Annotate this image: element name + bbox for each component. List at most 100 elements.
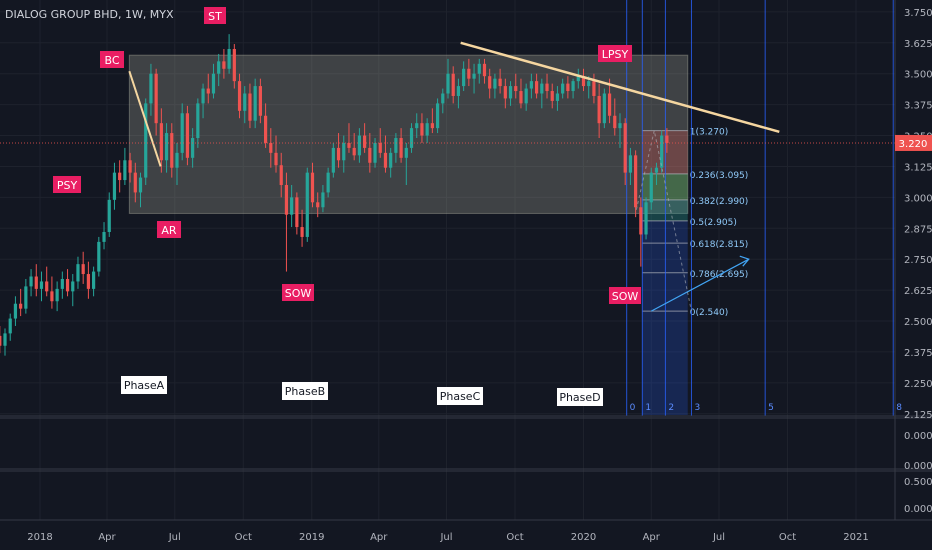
candle-body [665,135,669,143]
candle-body [60,278,64,289]
pane3-tick-mid: 0.500 [904,477,932,488]
candle-body [561,83,565,94]
candle-body [201,88,205,104]
time-tick-label: Jul [439,532,452,543]
candle-body [170,133,174,168]
candle-body [660,135,664,168]
time-tick-label: Apr [370,532,388,543]
candle-body [149,73,153,104]
candle-body [488,76,492,89]
price-tick-label: 3.000 [904,193,932,204]
candle-body [415,123,419,129]
price-axis[interactable]: 3.7503.6253.5003.3753.2503.1253.0002.875… [904,8,932,421]
candle-body [232,48,236,82]
candle-body [639,207,643,235]
phase-a-bg [121,376,167,394]
candle-body [368,147,372,163]
projection-dashed-path [635,130,692,312]
phase-a[interactable]: PhaseA [121,376,167,394]
phase-b-bg [282,382,328,400]
trendline-layer [128,41,780,312]
candle-body [39,281,44,289]
time-tick-label: Apr [643,532,661,543]
candle-body [217,61,221,74]
candle-body [118,172,122,181]
label-st[interactable]: ST [204,7,226,24]
fib-time-label: 1 [645,403,651,413]
phase-d-text: PhaseD [559,391,600,404]
candle-body [394,138,398,153]
candle-body [644,202,648,235]
phase-c[interactable]: PhaseC [437,387,483,405]
price-tick-label: 3.750 [904,8,932,19]
candle-body [237,81,242,111]
pane3-tick-bottom: 0.000 [904,504,932,515]
candle-body [357,135,362,156]
candle-body [498,78,502,87]
price-tick-label: 2.375 [904,348,932,359]
candle-body [191,138,195,158]
candle-body [154,73,158,124]
candle-body [628,155,633,173]
candle-body [133,172,137,193]
candle-body [404,147,408,158]
candle-body [316,202,320,208]
price-tick-label: 2.875 [904,224,932,235]
candle-body [587,81,591,87]
candle-body [164,133,169,161]
candle-body [284,185,289,215]
candle-body [503,86,507,99]
price-tick-label: 3.625 [904,39,932,50]
symbol-title: DIALOG GROUP BHD, 1W, MYX [5,8,174,21]
candle-body [300,227,304,237]
label-sow-2[interactable]: SOW [609,287,641,304]
phase-b-text: PhaseB [285,385,325,398]
time-axis[interactable]: 2018 Apr Jul Oct 2019 Apr Jul Oct 2020 Apr Jul Oct 2… [27,532,868,543]
time-tick-label: Apr [98,532,116,543]
candle-body [602,93,606,124]
candle-body [623,123,627,173]
candle-body [409,128,414,148]
time-tick-label: 2018 [27,532,52,543]
candle-body [430,123,434,129]
candle-body [378,142,382,153]
label-psy-bg [53,176,81,193]
current-price-tag-bg [895,134,932,151]
label-psy[interactable]: PSY [53,176,81,193]
phase-c-text: PhaseC [440,390,481,403]
time-tick-label: 2019 [299,532,324,543]
candle-body [336,147,341,161]
candle-body [571,81,575,92]
candle-body [29,276,33,287]
candle-body [243,93,247,111]
candle-body [24,286,28,309]
candle-body [258,86,262,116]
label-bc[interactable]: BC [100,51,124,68]
candle-body [50,291,54,302]
label-sow-1-bg [282,284,314,301]
label-ar-text: AR [161,224,177,237]
candle-body [435,103,440,129]
fib-time-label: 5 [768,403,774,413]
phase-d[interactable]: PhaseD [557,388,603,406]
price-tick-label: 2.500 [904,317,932,328]
candle-body [206,88,210,94]
phase-b[interactable]: PhaseB [282,382,328,400]
label-sow-1[interactable]: SOW [282,284,314,301]
fib-time-label: 0 [630,403,636,413]
label-lpsy[interactable]: LPSY [598,45,632,62]
label-ar[interactable]: AR [157,221,181,238]
candle-body [45,281,49,292]
candle-body [477,63,481,74]
candle-body [550,91,554,101]
candle-body [597,95,601,124]
candle-body [555,93,560,101]
candle-body [607,93,612,116]
candle-body [566,83,570,92]
phase-c-bg [437,387,483,405]
candle-body [529,81,533,89]
candle-body [363,135,367,148]
candle-body [467,68,471,79]
fib-level-label: 0.618(2.815) [690,240,749,250]
